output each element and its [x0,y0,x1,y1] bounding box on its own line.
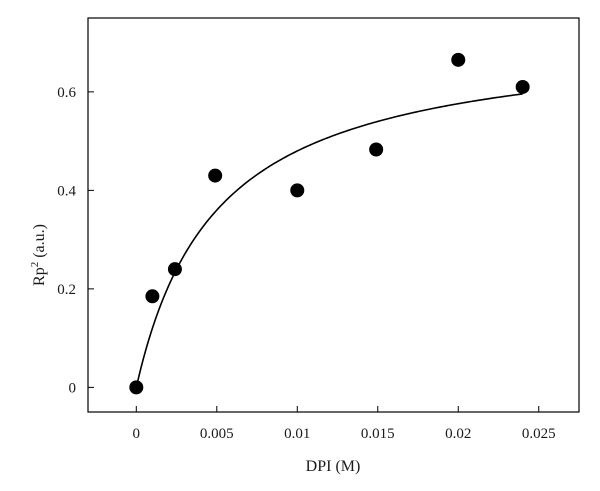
y-tick-label: 0.2 [57,282,76,298]
x-tick-label: 0.01 [284,426,310,442]
data-point [290,183,305,198]
x-tick-label: 0 [133,426,141,442]
y-tick-label: 0 [69,380,77,396]
data-points [129,52,530,395]
plot-frame [87,17,580,413]
y-tick-label: 0.4 [57,183,76,199]
y-axis-ticks: 0 0.2 0.4 0.6 [57,85,94,396]
data-point [451,52,466,67]
y-axis-label: Rp2 (a.u.) [29,224,48,286]
x-tick-label: 0.025 [522,426,556,442]
x-tick-label: 0.015 [361,426,395,442]
data-point [167,262,182,277]
x-axis-label: DPI (M) [306,458,361,475]
y-axis-label-main: Rp [31,267,48,286]
data-point [129,380,144,395]
fit-curve-layer [135,93,523,388]
y-axis-label-unit: (a.u.) [31,224,48,262]
y-axis-label-superscript: 2 [29,262,41,268]
fit-curve [135,93,523,388]
x-axis-ticks: 0 0.005 0.01 0.015 0.02 0.025 [133,406,556,442]
x-tick-label: 0.005 [200,426,234,442]
y-tick-label: 0.6 [57,85,76,101]
data-point [208,168,223,183]
data-point [369,142,384,157]
data-point [145,289,160,304]
x-tick-label: 0.02 [445,426,471,442]
data-point [515,79,530,94]
